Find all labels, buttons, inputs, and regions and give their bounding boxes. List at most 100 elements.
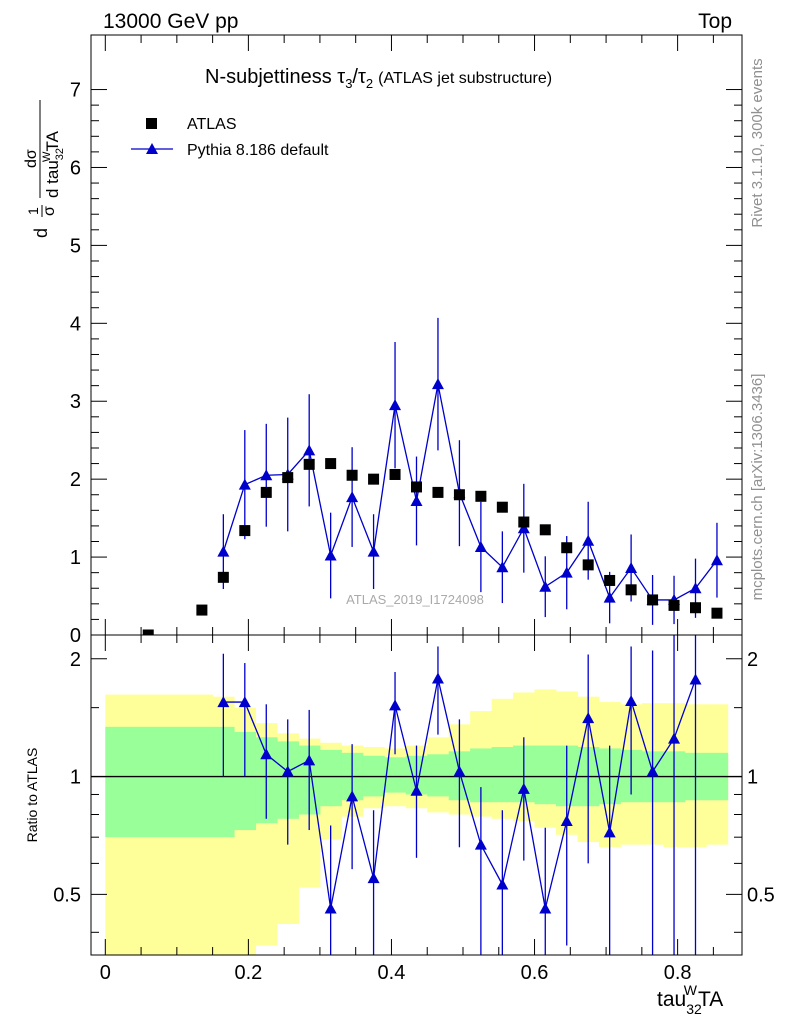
stat-uncertainty-band [534, 745, 557, 805]
ratio-ytick-label: 2 [70, 649, 81, 671]
stat-uncertainty-band [491, 747, 514, 803]
atlas-point [711, 607, 723, 619]
pythia-point [367, 545, 380, 557]
main-ytick-label: 0 [70, 625, 81, 647]
pythia-point [324, 549, 337, 561]
title-sub-3: 3 [345, 76, 352, 91]
ratio-pythia-point [217, 696, 230, 708]
ratio-xtick-label: 0.2 [234, 962, 262, 984]
main-ytick-label: 1 [70, 547, 81, 569]
ylabel-frac1-num: 1 [25, 207, 41, 215]
process-label: Top [698, 10, 732, 33]
pythia-point [346, 491, 359, 503]
ratio-pythia-point [281, 765, 294, 777]
ratio-ytick-label: 0.5 [53, 884, 81, 906]
ratio-xtick-label: 0.8 [664, 962, 692, 984]
ratio-pythia-point [389, 699, 402, 711]
rivet-version-label: Rivet 3.1.10, 300k events [749, 58, 766, 227]
atlas-point [196, 604, 208, 616]
atlas-point [346, 469, 358, 481]
atlas-point [282, 472, 294, 484]
watermark-label: ATLAS_2019_I1724098 [346, 592, 484, 607]
pythia-point [496, 561, 509, 573]
ratio-pythia-point [539, 902, 552, 914]
ratio-pythia-point [260, 748, 273, 760]
ylabel-frac1-den: σ [41, 206, 58, 216]
ratio-pythia-point [560, 814, 573, 826]
ratio-pythia-point [453, 765, 466, 777]
ratio-plot-area [91, 635, 742, 955]
atlas-point [647, 594, 659, 606]
atlas-point [368, 473, 380, 485]
main-ytick-label: 7 [70, 80, 81, 102]
atlas-point [432, 486, 444, 498]
pythia-point [260, 469, 273, 481]
stat-uncertainty-band [384, 757, 407, 793]
title-main: N-subjettiness τ [205, 66, 345, 88]
pythia-line [222, 383, 718, 601]
main-ytick-label: 6 [70, 157, 81, 179]
ratio-pythia-point [431, 672, 444, 684]
main-ytick-label: 3 [70, 391, 81, 413]
svg-text:1: 1 [25, 207, 41, 215]
atlas-point [625, 584, 637, 596]
pythia-point [582, 534, 595, 546]
atlas-point [325, 458, 337, 470]
atlas-point [668, 599, 680, 611]
ratio-pythia-point [324, 902, 337, 914]
legend-pythia-label: Pythia 8.186 default [187, 142, 329, 159]
pythia-point [303, 444, 316, 456]
energy-label: 13000 GeV pp [103, 10, 238, 33]
pythia-point [389, 399, 402, 411]
atlas-point [411, 481, 422, 493]
atlas-point [561, 542, 573, 554]
ratio-ytick-label-right: 0.5 [747, 884, 775, 906]
chart-title: N-subjettiness τ3/τ2 (ATLAS jet substruct… [205, 66, 552, 91]
title-sub-2: 2 [366, 76, 373, 91]
atlas-point [142, 629, 154, 635]
stat-uncertainty-band [427, 754, 450, 797]
ratio-pythia-point [238, 696, 251, 708]
ylabel-dsigma: dσ [23, 149, 40, 168]
ratio-pythia-point [646, 765, 659, 777]
atlas-point [217, 571, 229, 583]
stat-uncertainty-band [319, 749, 342, 807]
ylabel-d1: d [31, 228, 51, 238]
ratio-ytick-label-right: 2 [747, 649, 758, 671]
ratio-pythia-point [303, 754, 316, 766]
atlas-point [496, 501, 508, 513]
pythia-point [474, 540, 487, 552]
ratio-xtick-label: 0.6 [521, 962, 549, 984]
ratio-pythia-point [410, 784, 423, 796]
stat-uncertainty-band [470, 748, 493, 803]
ratio-pythia-point [346, 790, 359, 802]
atlas-point [475, 490, 487, 502]
legend-pythia-marker [146, 143, 158, 154]
ratio-y-axis-label: Ratio to ATLAS [24, 748, 40, 843]
pythia-point [539, 580, 552, 592]
ratio-ytick-label: 1 [70, 767, 81, 789]
atlas-point [389, 468, 401, 480]
main-plot-area [142, 317, 723, 635]
atlas-point [582, 559, 594, 571]
main-ytick-label: 4 [70, 313, 81, 335]
pythia-point [710, 554, 723, 566]
main-y-axis-label: 1 σ d dσ d tau32WTA [23, 100, 66, 238]
ratio-pythia-point [668, 732, 681, 744]
title-note: (ATLAS jet substructure) [378, 70, 552, 87]
pythia-point [410, 494, 423, 506]
legend: ATLAS Pythia 8.186 default [131, 116, 329, 159]
main-ytick-label: 2 [70, 469, 81, 491]
title-slash: /τ [352, 66, 366, 88]
ratio-pythia-point [689, 673, 702, 685]
atlas-point [239, 525, 251, 537]
svg-text:tau32WTA: tau32WTA [657, 982, 723, 1017]
main-ytick-label: 5 [70, 235, 81, 257]
xlabel-ta: TA [698, 988, 723, 1011]
atlas-point [604, 574, 616, 586]
atlas-point [518, 516, 530, 528]
pythia-point [238, 478, 251, 490]
ratio-axis-ticks: 0.5 0.5 1 1 2 2 0 0.2 0.4 0.6 0.8 [53, 635, 775, 984]
